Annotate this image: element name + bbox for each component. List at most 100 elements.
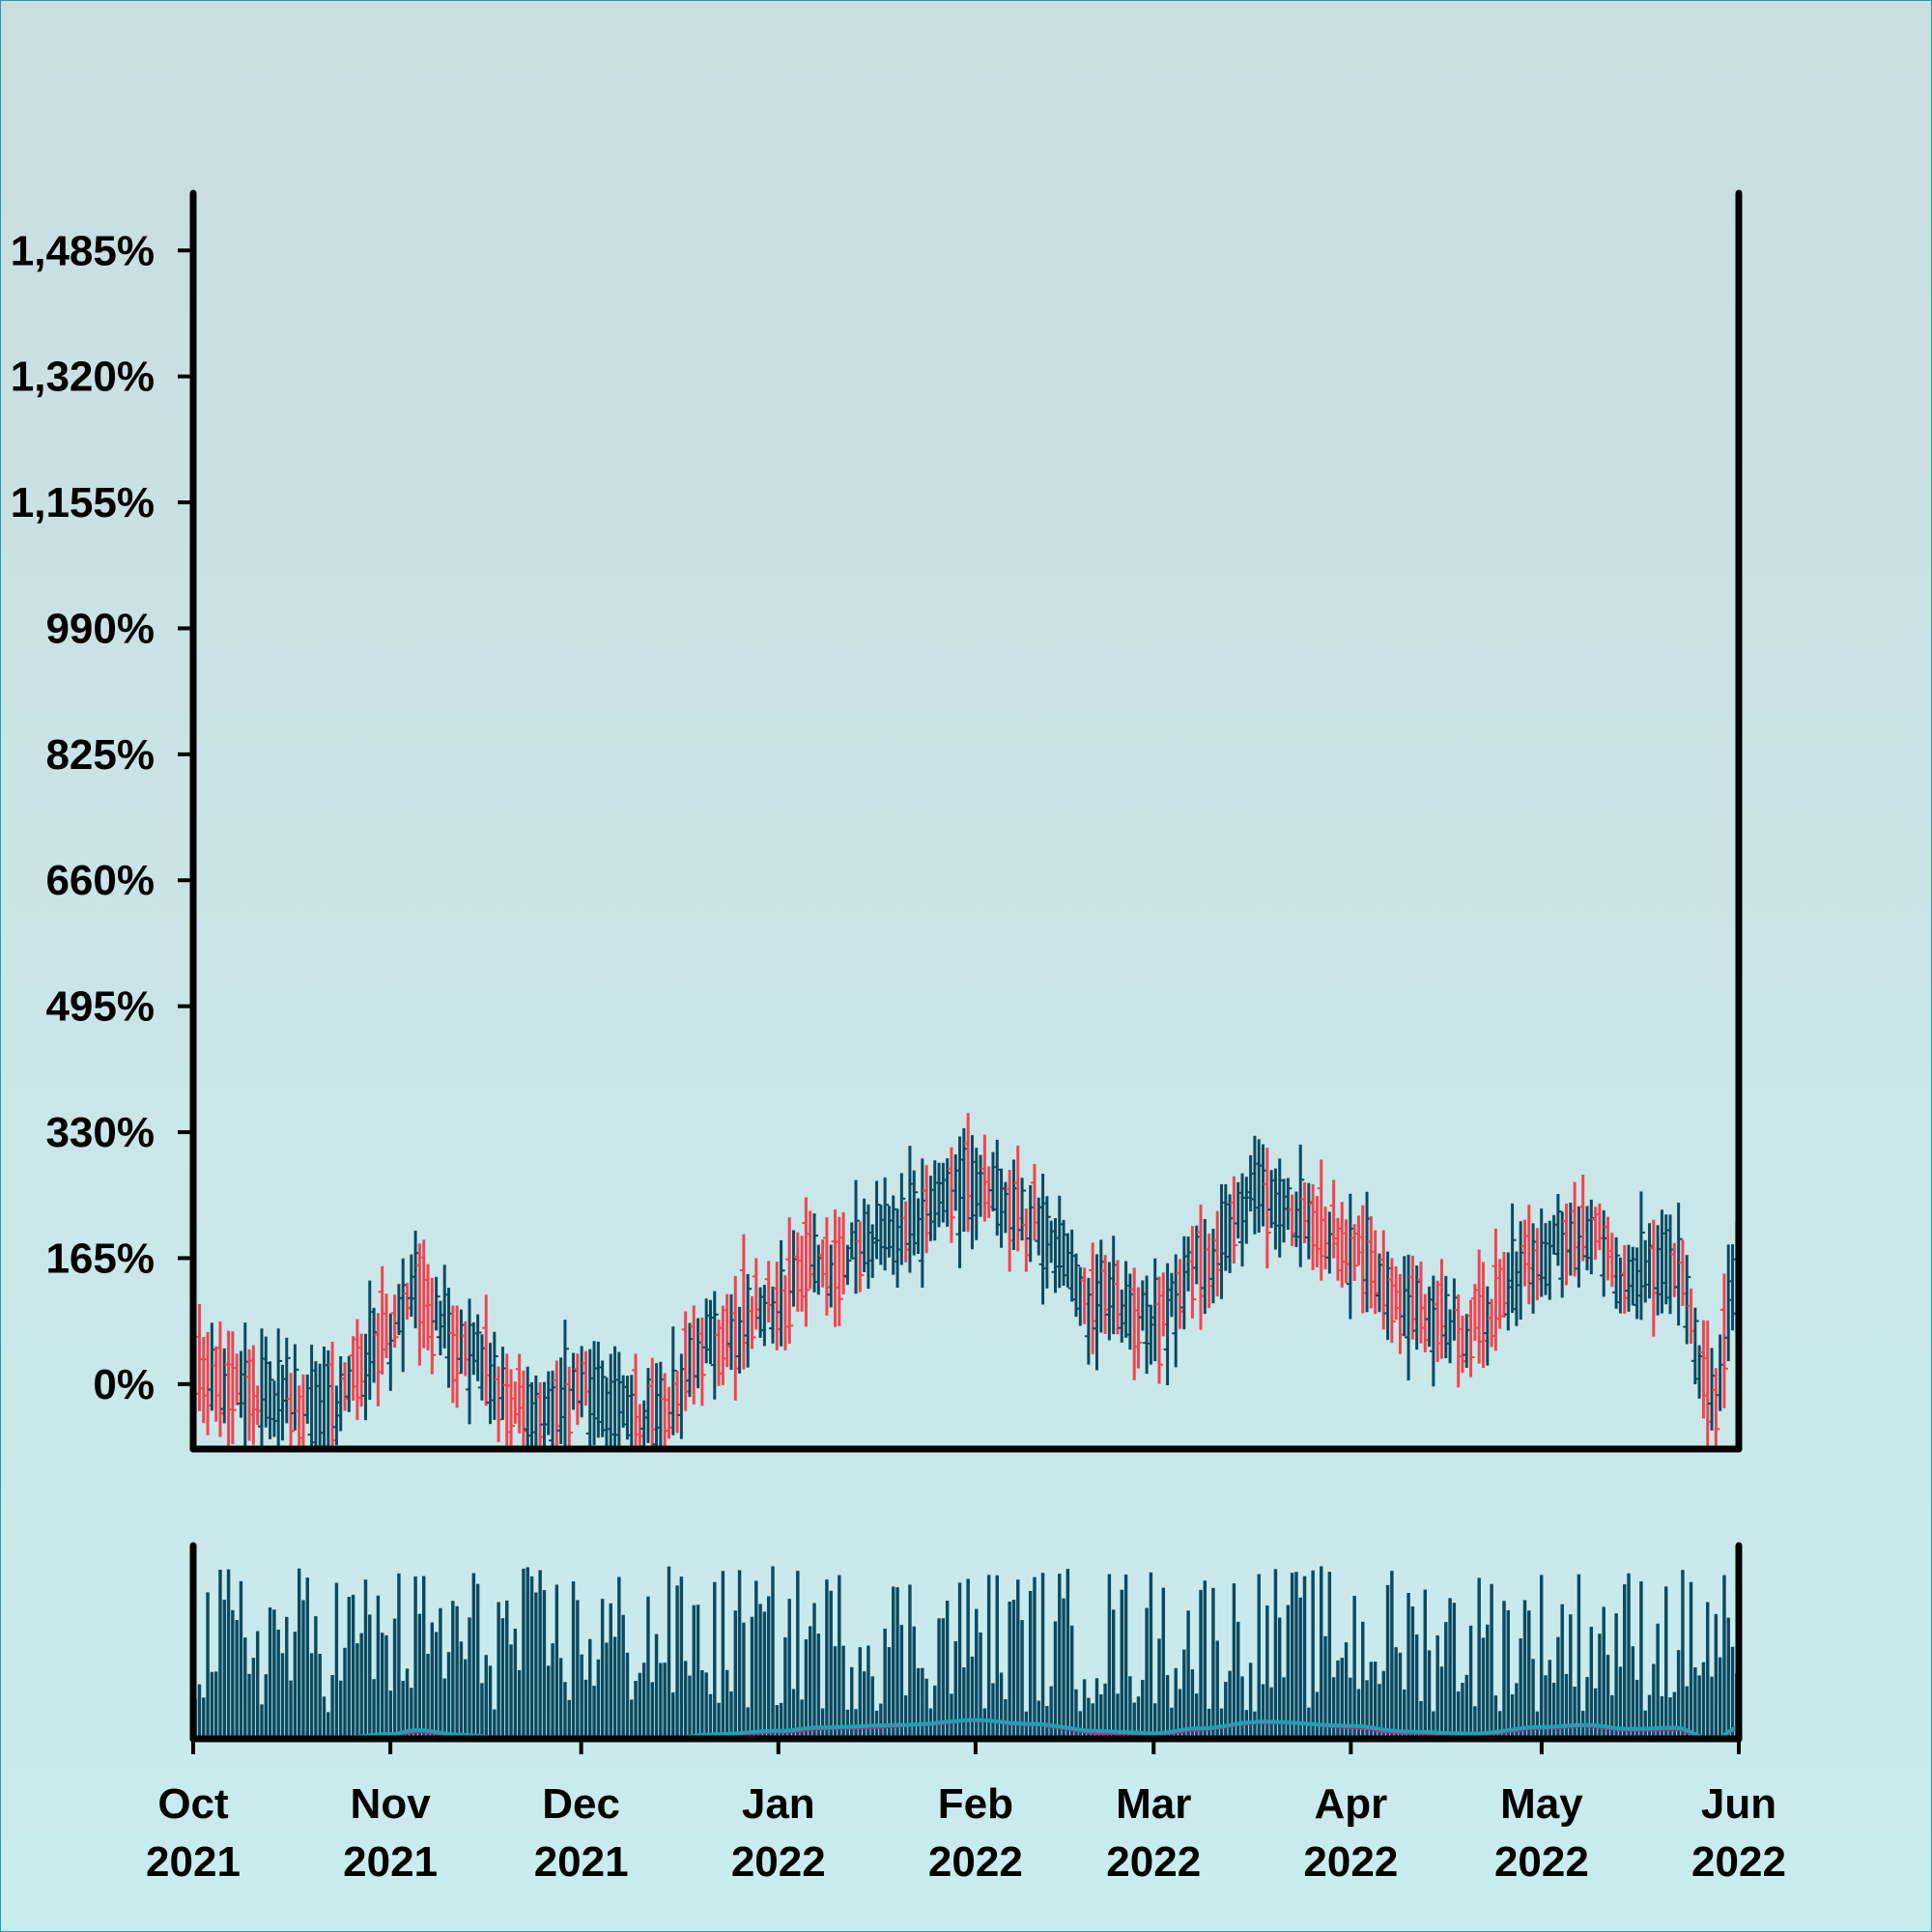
volume-bar <box>596 1659 601 1739</box>
volume-bar <box>1598 1634 1602 1739</box>
volume-bar <box>243 1637 247 1739</box>
y-tick-label: 330% <box>45 1109 155 1156</box>
x-tick-month-label: Jan <box>742 1780 815 1828</box>
volume-bar <box>1493 1695 1498 1739</box>
volume-bar <box>1207 1708 1211 1739</box>
volume-bar <box>679 1577 684 1739</box>
volume-bar <box>791 1689 796 1739</box>
volume-bar <box>771 1566 775 1739</box>
volume-bar <box>475 1583 480 1739</box>
volume-bar <box>1132 1702 1136 1739</box>
volume-bar <box>1406 1593 1410 1739</box>
volume-bar <box>957 1582 962 1739</box>
volume-bar <box>713 1581 717 1739</box>
volume-bar <box>899 1625 904 1739</box>
volume-bar <box>812 1603 816 1739</box>
volume-bar <box>505 1600 509 1739</box>
volume-bar <box>1123 1574 1128 1739</box>
volume-bar <box>1028 1591 1033 1739</box>
volume-bar <box>1182 1649 1186 1739</box>
volume-bar <box>197 1684 202 1739</box>
volume-bar <box>1352 1596 1356 1739</box>
volume-bar <box>1331 1677 1336 1739</box>
volume-bar <box>724 1669 729 1739</box>
volume-bar <box>1094 1678 1099 1739</box>
volume-bar <box>355 1643 359 1739</box>
volume-bar <box>368 1614 372 1739</box>
volume-bar <box>1194 1693 1199 1739</box>
volume-bar <box>1065 1569 1070 1739</box>
volume-bar <box>413 1576 417 1739</box>
volume-bar <box>1040 1573 1045 1739</box>
x-tick-month-label: Mar <box>1116 1780 1191 1828</box>
volume-bar <box>1398 1652 1403 1739</box>
x-tick-year-label: 2022 <box>928 1838 1023 1886</box>
volume-bar <box>762 1611 767 1739</box>
volume-bar <box>654 1634 659 1739</box>
volume-bar <box>1215 1640 1219 1739</box>
volume-bar <box>1356 1689 1361 1739</box>
volume-bar <box>1676 1650 1681 1739</box>
volume-bar <box>1693 1667 1697 1739</box>
volume-bar <box>1269 1687 1273 1739</box>
volume-bar <box>758 1604 762 1739</box>
volume-bar <box>1510 1693 1515 1739</box>
volume-bar <box>671 1692 675 1739</box>
volume-bar <box>206 1592 210 1739</box>
volume-bar <box>1631 1646 1635 1739</box>
volume-bar <box>1311 1570 1315 1739</box>
volume-bar <box>892 1586 895 1739</box>
volume-bar <box>1074 1689 1078 1739</box>
volume-bar <box>1544 1675 1548 1739</box>
volume-bar <box>1519 1638 1522 1739</box>
volume-bar <box>1623 1584 1627 1739</box>
volume-bar <box>1336 1660 1340 1739</box>
volume-bar <box>887 1647 892 1739</box>
volume-bar <box>1461 1682 1464 1739</box>
volume-bar <box>363 1579 368 1739</box>
volume-bar <box>1497 1711 1502 1739</box>
volume-bar <box>442 1678 446 1739</box>
volume-bar <box>1610 1694 1614 1739</box>
volume-bar <box>1548 1660 1552 1739</box>
volume-bar <box>1706 1602 1710 1739</box>
volume-bar <box>289 1680 293 1739</box>
volume-bar <box>1403 1689 1406 1739</box>
volume-bar <box>314 1616 318 1739</box>
volume-bar <box>571 1581 576 1739</box>
x-tick-year-label: 2022 <box>1494 1838 1589 1886</box>
x-tick-year-label: 2021 <box>146 1838 241 1886</box>
volume-bar <box>1664 1586 1668 1739</box>
volume-bar <box>1560 1604 1564 1739</box>
volume-bar <box>646 1596 650 1739</box>
volume-bar <box>1203 1580 1208 1739</box>
volume-bar <box>1531 1659 1535 1739</box>
volume-bar <box>1502 1601 1506 1739</box>
volume-bar <box>838 1575 841 1739</box>
volume-bar <box>1165 1675 1170 1739</box>
volume-bar <box>347 1596 352 1739</box>
x-tick-month-label: Apr <box>1314 1780 1387 1828</box>
volume-bar <box>471 1573 476 1739</box>
volume-bar <box>991 1683 995 1739</box>
volume-bar <box>376 1595 381 1739</box>
volume-bar <box>746 1707 750 1739</box>
volume-bar <box>704 1672 708 1739</box>
volume-bar <box>1091 1703 1094 1739</box>
x-tick-year-label: 2021 <box>534 1838 629 1886</box>
volume-bar <box>816 1634 821 1739</box>
volume-bar <box>1656 1623 1660 1739</box>
volume-bar <box>975 1608 979 1739</box>
y-tick-label: 1,320% <box>11 354 155 401</box>
volume-bar <box>1082 1679 1087 1739</box>
volume-bar <box>1627 1573 1631 1739</box>
volume-bar <box>534 1592 538 1739</box>
volume-bar <box>1448 1598 1452 1739</box>
volume-bar <box>1152 1703 1157 1739</box>
volume-bar <box>663 1662 667 1739</box>
volume-bar <box>1120 1589 1124 1739</box>
volume-bar <box>497 1602 500 1739</box>
volume-bar <box>1414 1634 1419 1739</box>
volume-bar <box>410 1688 413 1739</box>
volume-bar <box>1302 1576 1307 1739</box>
